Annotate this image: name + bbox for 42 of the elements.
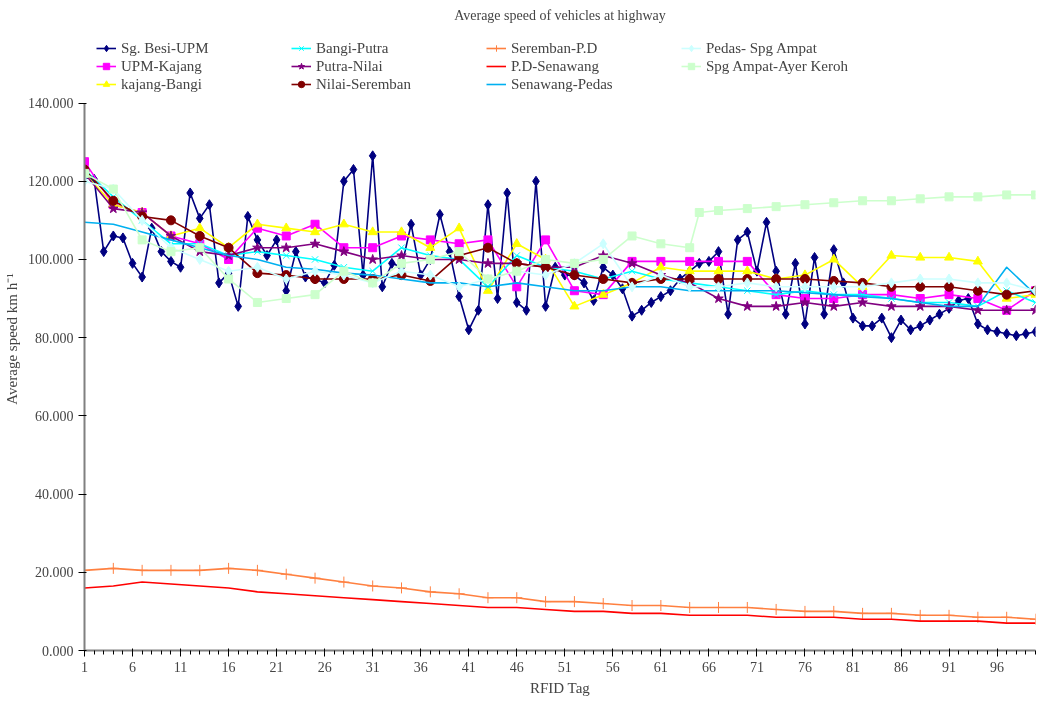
- x-tick-label: 61: [653, 659, 668, 675]
- y-tick-label: 140.000: [28, 96, 74, 112]
- legend-label: P.D-Senawang: [511, 57, 600, 75]
- y-tick-label: 80.000: [35, 330, 74, 346]
- legend-label: Bangi-Putra: [316, 39, 390, 57]
- x-tick-label: 96: [990, 659, 1005, 675]
- x-tick-label: 21: [269, 659, 284, 675]
- x-tick-label: 16: [221, 659, 236, 675]
- y-tick-label: 20.000: [35, 565, 74, 581]
- y-tick-label: 0.000: [42, 643, 74, 659]
- x-tick-label: 26: [317, 659, 332, 675]
- x-axis-title: RFID Tag: [529, 679, 591, 696]
- legend-label: Nilai-Seremban: [316, 75, 412, 93]
- legend-label: Sg. Besi-UPM: [121, 39, 210, 57]
- legend-label: Pedas- Spg Ampat: [706, 39, 818, 57]
- x-tick-label: 36: [413, 659, 428, 675]
- legend-label: Spg Ampat-Ayer Keroh: [706, 57, 849, 75]
- legend-label: Senawang-Pedas: [511, 75, 614, 93]
- x-tick-label: 66: [701, 659, 716, 675]
- x-tick-label: 51: [557, 659, 572, 675]
- chart-title: Average speed of vehicles at highway: [454, 7, 666, 23]
- x-tick-label: 41: [461, 659, 476, 675]
- legend-label: kajang-Bangi: [121, 75, 203, 93]
- x-tick-label: 91: [942, 659, 957, 675]
- y-tick-label: 100.000: [28, 252, 74, 268]
- x-tick-label: 6: [129, 659, 137, 675]
- x-tick-label: 81: [845, 659, 860, 675]
- x-tick-label: 86: [894, 659, 909, 675]
- legend-label: UPM-Kajang: [121, 57, 203, 75]
- y-tick-label: 40.000: [35, 487, 74, 503]
- y-axis-title: Average speed km h⁻¹: [4, 273, 20, 405]
- legend-label: Putra-Nilai: [316, 57, 384, 75]
- x-tick-label: 31: [365, 659, 380, 675]
- y-tick-label: 120.000: [28, 174, 74, 190]
- x-tick-label: 71: [749, 659, 764, 675]
- x-tick-label: 76: [797, 659, 812, 675]
- x-tick-label: 56: [605, 659, 620, 675]
- y-tick-label: 60.000: [35, 408, 74, 424]
- x-tick-label: 11: [173, 659, 188, 675]
- legend-label: Seremban-P.D: [511, 39, 599, 57]
- x-tick-label: 46: [509, 659, 524, 675]
- x-tick-label: 1: [81, 659, 88, 675]
